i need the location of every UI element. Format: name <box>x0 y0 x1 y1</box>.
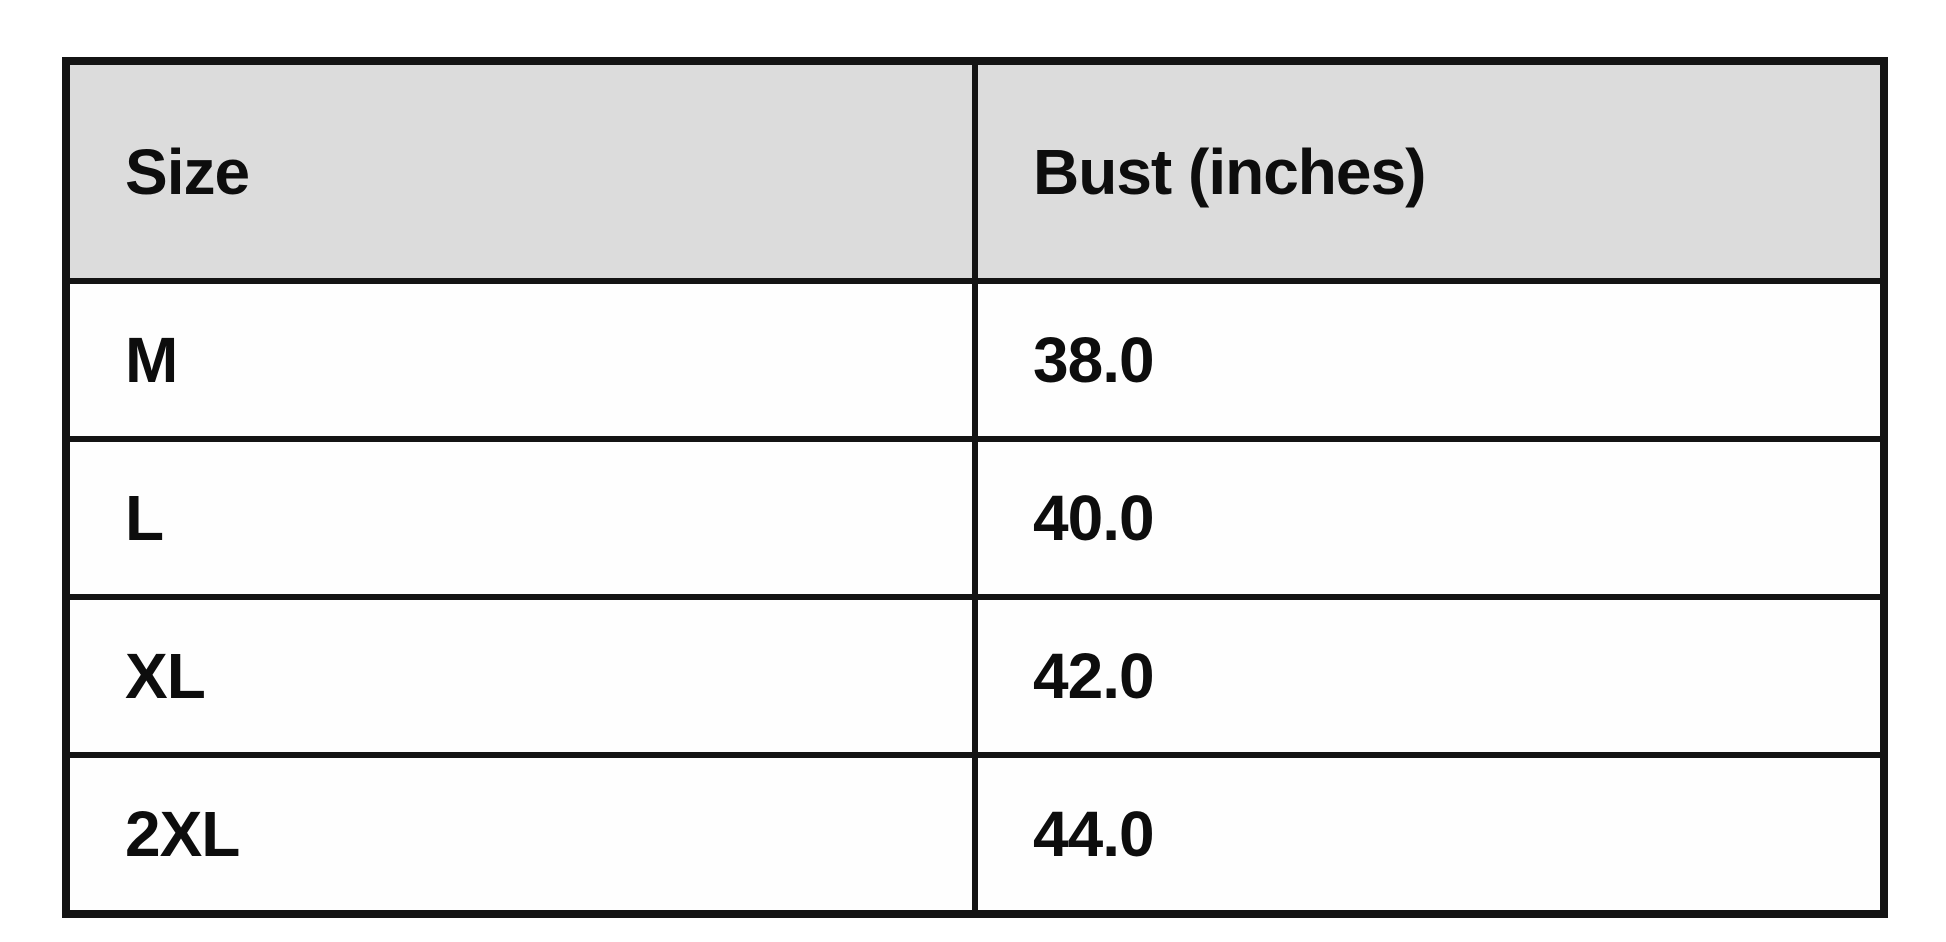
size-cell: L <box>63 436 978 600</box>
bust-cell: 44.0 <box>972 752 1887 917</box>
table-header: Size Bust (inches) <box>63 58 1887 284</box>
size-chart: Size Bust (inches) M 38.0 L 40.0 XL 42.0… <box>62 57 1888 918</box>
bust-cell: 42.0 <box>972 594 1887 758</box>
bust-cell: 40.0 <box>972 436 1887 600</box>
table-row: 2XL 44.0 <box>63 752 1887 917</box>
size-chart-table: Size Bust (inches) M 38.0 L 40.0 XL 42.0… <box>62 57 1888 918</box>
table-row: M 38.0 <box>63 278 1887 442</box>
table-body: M 38.0 L 40.0 XL 42.0 2XL 44.0 <box>63 278 1887 917</box>
size-cell: 2XL <box>63 752 978 917</box>
table-row: L 40.0 <box>63 436 1887 600</box>
column-header-size: Size <box>63 58 978 284</box>
size-cell: XL <box>63 594 978 758</box>
size-cell: M <box>63 278 978 442</box>
column-header-bust: Bust (inches) <box>972 58 1887 284</box>
table-row: XL 42.0 <box>63 594 1887 758</box>
bust-cell: 38.0 <box>972 278 1887 442</box>
header-row: Size Bust (inches) <box>63 58 1887 284</box>
